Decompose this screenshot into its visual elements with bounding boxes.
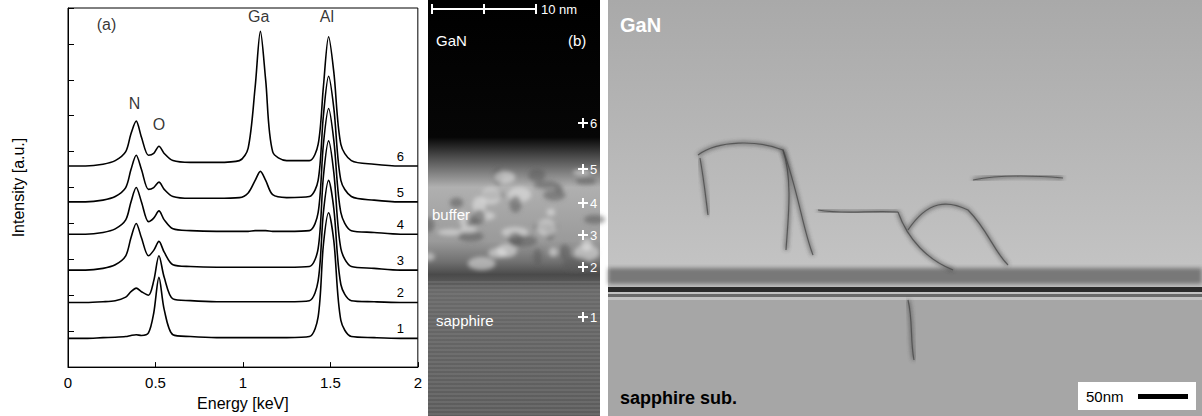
svg-text:sapphire sub.: sapphire sub.	[620, 388, 737, 408]
svg-text:50nm: 50nm	[1086, 388, 1124, 405]
svg-text:2: 2	[590, 260, 597, 275]
svg-text:1: 1	[239, 374, 247, 391]
svg-text:buffer: buffer	[432, 206, 470, 223]
svg-text:5: 5	[397, 185, 404, 200]
svg-text:O: O	[153, 116, 165, 133]
svg-text:sapphire: sapphire	[436, 312, 494, 329]
svg-text:N: N	[129, 95, 141, 112]
svg-text:4: 4	[590, 196, 597, 211]
svg-text:4: 4	[397, 217, 404, 232]
svg-text:5: 5	[590, 162, 597, 177]
svg-text:0: 0	[64, 374, 72, 391]
svg-text:10 nm: 10 nm	[541, 2, 577, 17]
svg-text:Intensity [a.u.]: Intensity [a.u.]	[10, 138, 27, 238]
svg-text:Al: Al	[320, 8, 334, 25]
svg-text:6: 6	[590, 116, 597, 131]
svg-text:Energy [keV]: Energy [keV]	[197, 395, 289, 412]
svg-text:2: 2	[397, 285, 404, 300]
svg-text:1: 1	[397, 321, 404, 336]
svg-text:(b): (b)	[568, 32, 586, 49]
svg-text:6: 6	[397, 149, 404, 164]
svg-text:3: 3	[397, 253, 404, 268]
svg-text:3: 3	[590, 228, 597, 243]
svg-text:GaN: GaN	[436, 32, 467, 49]
svg-text:2: 2	[414, 374, 422, 391]
svg-text:0.5: 0.5	[145, 374, 166, 391]
svg-text:Ga: Ga	[248, 8, 269, 25]
svg-text:(a): (a)	[97, 16, 117, 33]
svg-text:GaN: GaN	[620, 14, 661, 36]
svg-text:1: 1	[590, 310, 597, 325]
svg-text:1.5: 1.5	[320, 374, 341, 391]
